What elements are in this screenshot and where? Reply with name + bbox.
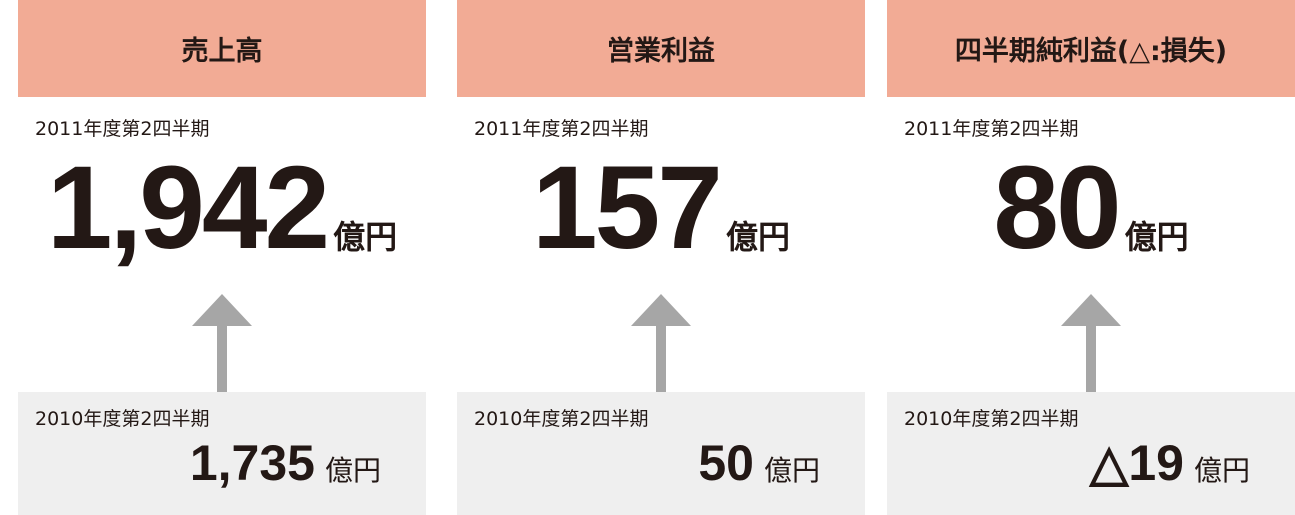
current-period: 2011年度第2四半期 [474, 118, 649, 140]
arrow-icon [1061, 294, 1121, 394]
up-arrow [631, 294, 691, 398]
current-value: 1,942 [46, 142, 330, 274]
previous-figure: △19 億円 [1090, 434, 1250, 492]
current-period: 2011年度第2四半期 [904, 118, 1079, 140]
previous-unit: 億円 [763, 454, 820, 487]
panel-title: 営業利益 [457, 0, 865, 97]
up-arrow [192, 294, 252, 398]
panel-title: 売上高 [18, 0, 426, 97]
previous-period: 2010年度第2四半期 [35, 408, 210, 430]
up-arrow [1061, 294, 1121, 398]
previous-figure: 1,735 億円 [190, 434, 381, 492]
current-figure: 1,942 億円 [18, 140, 426, 276]
current-value: 80 [993, 142, 1121, 274]
previous-period: 2010年度第2四半期 [474, 408, 649, 430]
previous-box: 2010年度第2四半期 1,735 億円 [18, 392, 426, 515]
arrow-icon [631, 294, 691, 394]
current-unit: 億円 [333, 218, 398, 256]
current-period: 2011年度第2四半期 [35, 118, 210, 140]
previous-value: △19 [1089, 435, 1184, 491]
previous-box: 2010年度第2四半期 △19 億円 [887, 392, 1295, 515]
panel-title: 四半期純利益(△:損失) [887, 0, 1295, 97]
current-unit: 億円 [725, 218, 790, 256]
previous-box: 2010年度第2四半期 50 億円 [457, 392, 865, 515]
previous-unit: 億円 [324, 454, 381, 487]
panel: 営業利益 2011年度第2四半期 157 億円 2010年度第2四半期 50 億円 [457, 0, 865, 515]
current-value: 157 [532, 142, 723, 274]
arrow-icon [192, 294, 252, 394]
previous-figure: 50 億円 [698, 434, 820, 492]
panel: 売上高 2011年度第2四半期 1,942 億円 2010年度第2四半期 1,735 億円 [18, 0, 426, 515]
current-figure: 157 億円 [457, 140, 865, 276]
previous-value: 50 [698, 435, 754, 491]
previous-unit: 億円 [1193, 454, 1250, 487]
current-figure: 80 億円 [887, 140, 1295, 276]
panel: 四半期純利益(△:損失) 2011年度第2四半期 80 億円 2010年度第2四半期 △1… [887, 0, 1295, 515]
previous-period: 2010年度第2四半期 [904, 408, 1079, 430]
current-unit: 億円 [1124, 218, 1189, 256]
previous-value: 1,735 [189, 435, 315, 491]
